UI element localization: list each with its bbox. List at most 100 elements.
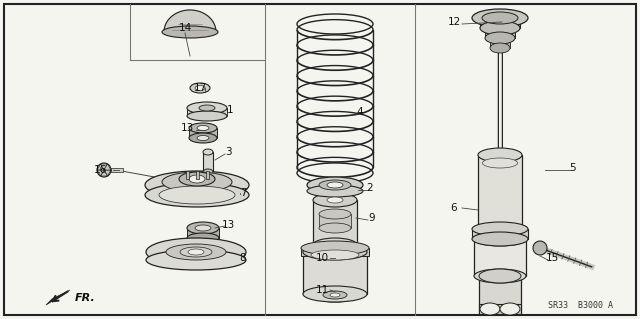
Text: 9: 9 bbox=[369, 213, 375, 223]
Ellipse shape bbox=[472, 9, 528, 27]
Polygon shape bbox=[104, 170, 111, 176]
Bar bbox=[187, 108, 227, 116]
Ellipse shape bbox=[307, 185, 363, 197]
Bar bbox=[171, 185, 223, 195]
Bar bbox=[313, 200, 357, 245]
Ellipse shape bbox=[474, 269, 526, 283]
Ellipse shape bbox=[307, 177, 363, 193]
Text: 11: 11 bbox=[316, 285, 328, 295]
Ellipse shape bbox=[159, 186, 235, 204]
Text: 13: 13 bbox=[221, 220, 235, 230]
Ellipse shape bbox=[187, 233, 219, 243]
Polygon shape bbox=[164, 10, 216, 32]
Bar bbox=[480, 18, 520, 28]
Text: 13: 13 bbox=[180, 123, 194, 133]
Bar bbox=[478, 155, 522, 235]
Ellipse shape bbox=[303, 286, 367, 302]
Text: 16: 16 bbox=[93, 165, 107, 175]
Ellipse shape bbox=[190, 83, 210, 93]
Bar bbox=[303, 252, 367, 294]
Ellipse shape bbox=[166, 244, 226, 260]
Ellipse shape bbox=[480, 303, 500, 315]
Bar bbox=[189, 128, 217, 138]
Ellipse shape bbox=[203, 149, 213, 155]
Bar bbox=[186, 171, 189, 179]
Text: 3: 3 bbox=[225, 147, 231, 157]
Text: 14: 14 bbox=[179, 23, 191, 33]
Ellipse shape bbox=[195, 85, 205, 91]
Ellipse shape bbox=[146, 250, 246, 270]
Ellipse shape bbox=[482, 12, 518, 24]
Ellipse shape bbox=[313, 238, 357, 252]
Ellipse shape bbox=[146, 238, 246, 266]
Ellipse shape bbox=[485, 32, 515, 44]
Ellipse shape bbox=[197, 125, 209, 130]
Polygon shape bbox=[97, 170, 104, 176]
Text: SR33  B3000 A: SR33 B3000 A bbox=[547, 300, 612, 309]
Bar bbox=[111, 168, 123, 172]
Ellipse shape bbox=[533, 241, 547, 255]
Ellipse shape bbox=[199, 105, 215, 111]
Ellipse shape bbox=[500, 303, 520, 315]
Ellipse shape bbox=[319, 180, 351, 190]
Bar bbox=[171, 252, 221, 260]
Polygon shape bbox=[46, 290, 70, 305]
Ellipse shape bbox=[195, 225, 211, 231]
Text: 15: 15 bbox=[545, 253, 559, 263]
Ellipse shape bbox=[303, 244, 367, 260]
Ellipse shape bbox=[145, 183, 249, 207]
Ellipse shape bbox=[187, 222, 219, 234]
Polygon shape bbox=[100, 170, 108, 176]
Ellipse shape bbox=[323, 291, 347, 299]
Ellipse shape bbox=[472, 232, 528, 246]
Text: 4: 4 bbox=[356, 107, 364, 117]
Ellipse shape bbox=[301, 241, 369, 255]
Ellipse shape bbox=[478, 148, 522, 162]
Ellipse shape bbox=[189, 175, 205, 183]
Ellipse shape bbox=[162, 172, 232, 192]
Ellipse shape bbox=[203, 169, 213, 175]
Bar bbox=[485, 28, 515, 38]
Ellipse shape bbox=[479, 269, 521, 283]
Bar bbox=[479, 304, 521, 314]
Text: 5: 5 bbox=[569, 163, 575, 173]
Ellipse shape bbox=[490, 43, 510, 53]
Ellipse shape bbox=[145, 171, 249, 199]
Polygon shape bbox=[97, 164, 104, 170]
Bar bbox=[203, 152, 213, 172]
Ellipse shape bbox=[189, 133, 217, 143]
Text: 7: 7 bbox=[240, 188, 246, 198]
Ellipse shape bbox=[327, 197, 343, 203]
Ellipse shape bbox=[197, 136, 209, 140]
Text: FR.: FR. bbox=[75, 293, 96, 303]
Ellipse shape bbox=[327, 182, 343, 188]
Text: 10: 10 bbox=[316, 253, 328, 263]
Ellipse shape bbox=[483, 158, 518, 168]
Ellipse shape bbox=[187, 111, 227, 121]
Ellipse shape bbox=[187, 102, 227, 114]
Text: 12: 12 bbox=[447, 17, 461, 27]
Polygon shape bbox=[104, 164, 111, 170]
Text: 1: 1 bbox=[227, 105, 234, 115]
Ellipse shape bbox=[319, 209, 351, 219]
Bar bbox=[474, 239, 526, 276]
Ellipse shape bbox=[319, 223, 351, 233]
Bar bbox=[205, 171, 209, 179]
Bar bbox=[490, 38, 510, 48]
Ellipse shape bbox=[474, 232, 526, 246]
Ellipse shape bbox=[179, 172, 215, 186]
Text: 17: 17 bbox=[193, 83, 207, 93]
Ellipse shape bbox=[188, 249, 204, 255]
Ellipse shape bbox=[162, 26, 218, 38]
Bar bbox=[479, 276, 521, 314]
Polygon shape bbox=[100, 164, 108, 170]
Bar bbox=[301, 248, 369, 256]
Text: 2: 2 bbox=[367, 183, 373, 193]
Ellipse shape bbox=[472, 222, 528, 236]
Bar bbox=[472, 229, 528, 239]
Text: 8: 8 bbox=[240, 253, 246, 263]
Bar bbox=[195, 171, 198, 179]
Ellipse shape bbox=[189, 123, 217, 133]
Ellipse shape bbox=[313, 288, 357, 302]
Ellipse shape bbox=[180, 247, 212, 257]
